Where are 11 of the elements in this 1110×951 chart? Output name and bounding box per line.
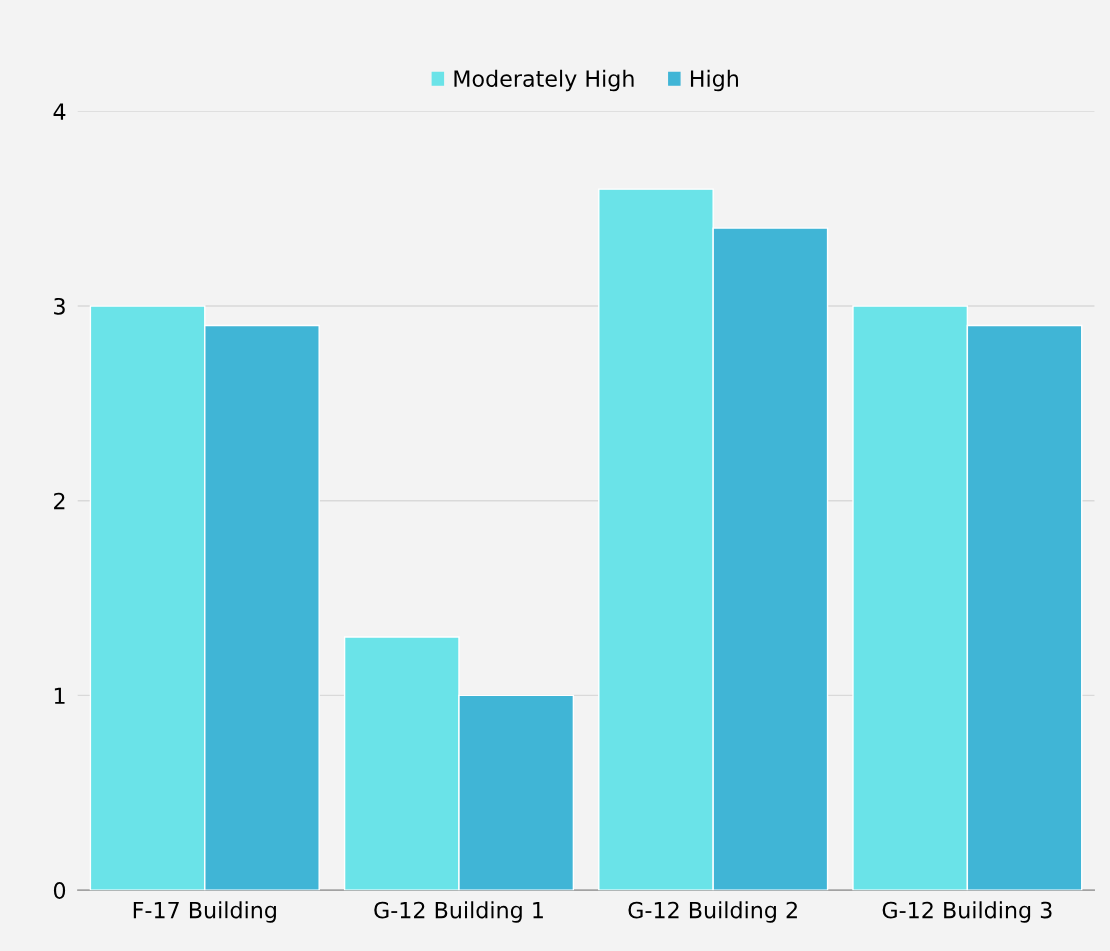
y-tick-label: 1 bbox=[54, 687, 65, 704]
x-tick-label: G-12 Building 1 bbox=[374, 901, 543, 923]
legend-label: High bbox=[690, 69, 738, 92]
x-tick-label: F-17 Building bbox=[133, 901, 276, 923]
y-tick-label: 0 bbox=[53, 882, 66, 899]
x-tick-label: G-12 Building 3 bbox=[882, 901, 1052, 923]
y-tick-label: 2 bbox=[54, 492, 65, 510]
y-tick-label: 4 bbox=[53, 103, 66, 120]
x-tick-label: G-12 Building 2 bbox=[628, 901, 797, 923]
y-tick-label: 3 bbox=[54, 297, 65, 315]
legend-label: Moderately High bbox=[454, 69, 634, 92]
